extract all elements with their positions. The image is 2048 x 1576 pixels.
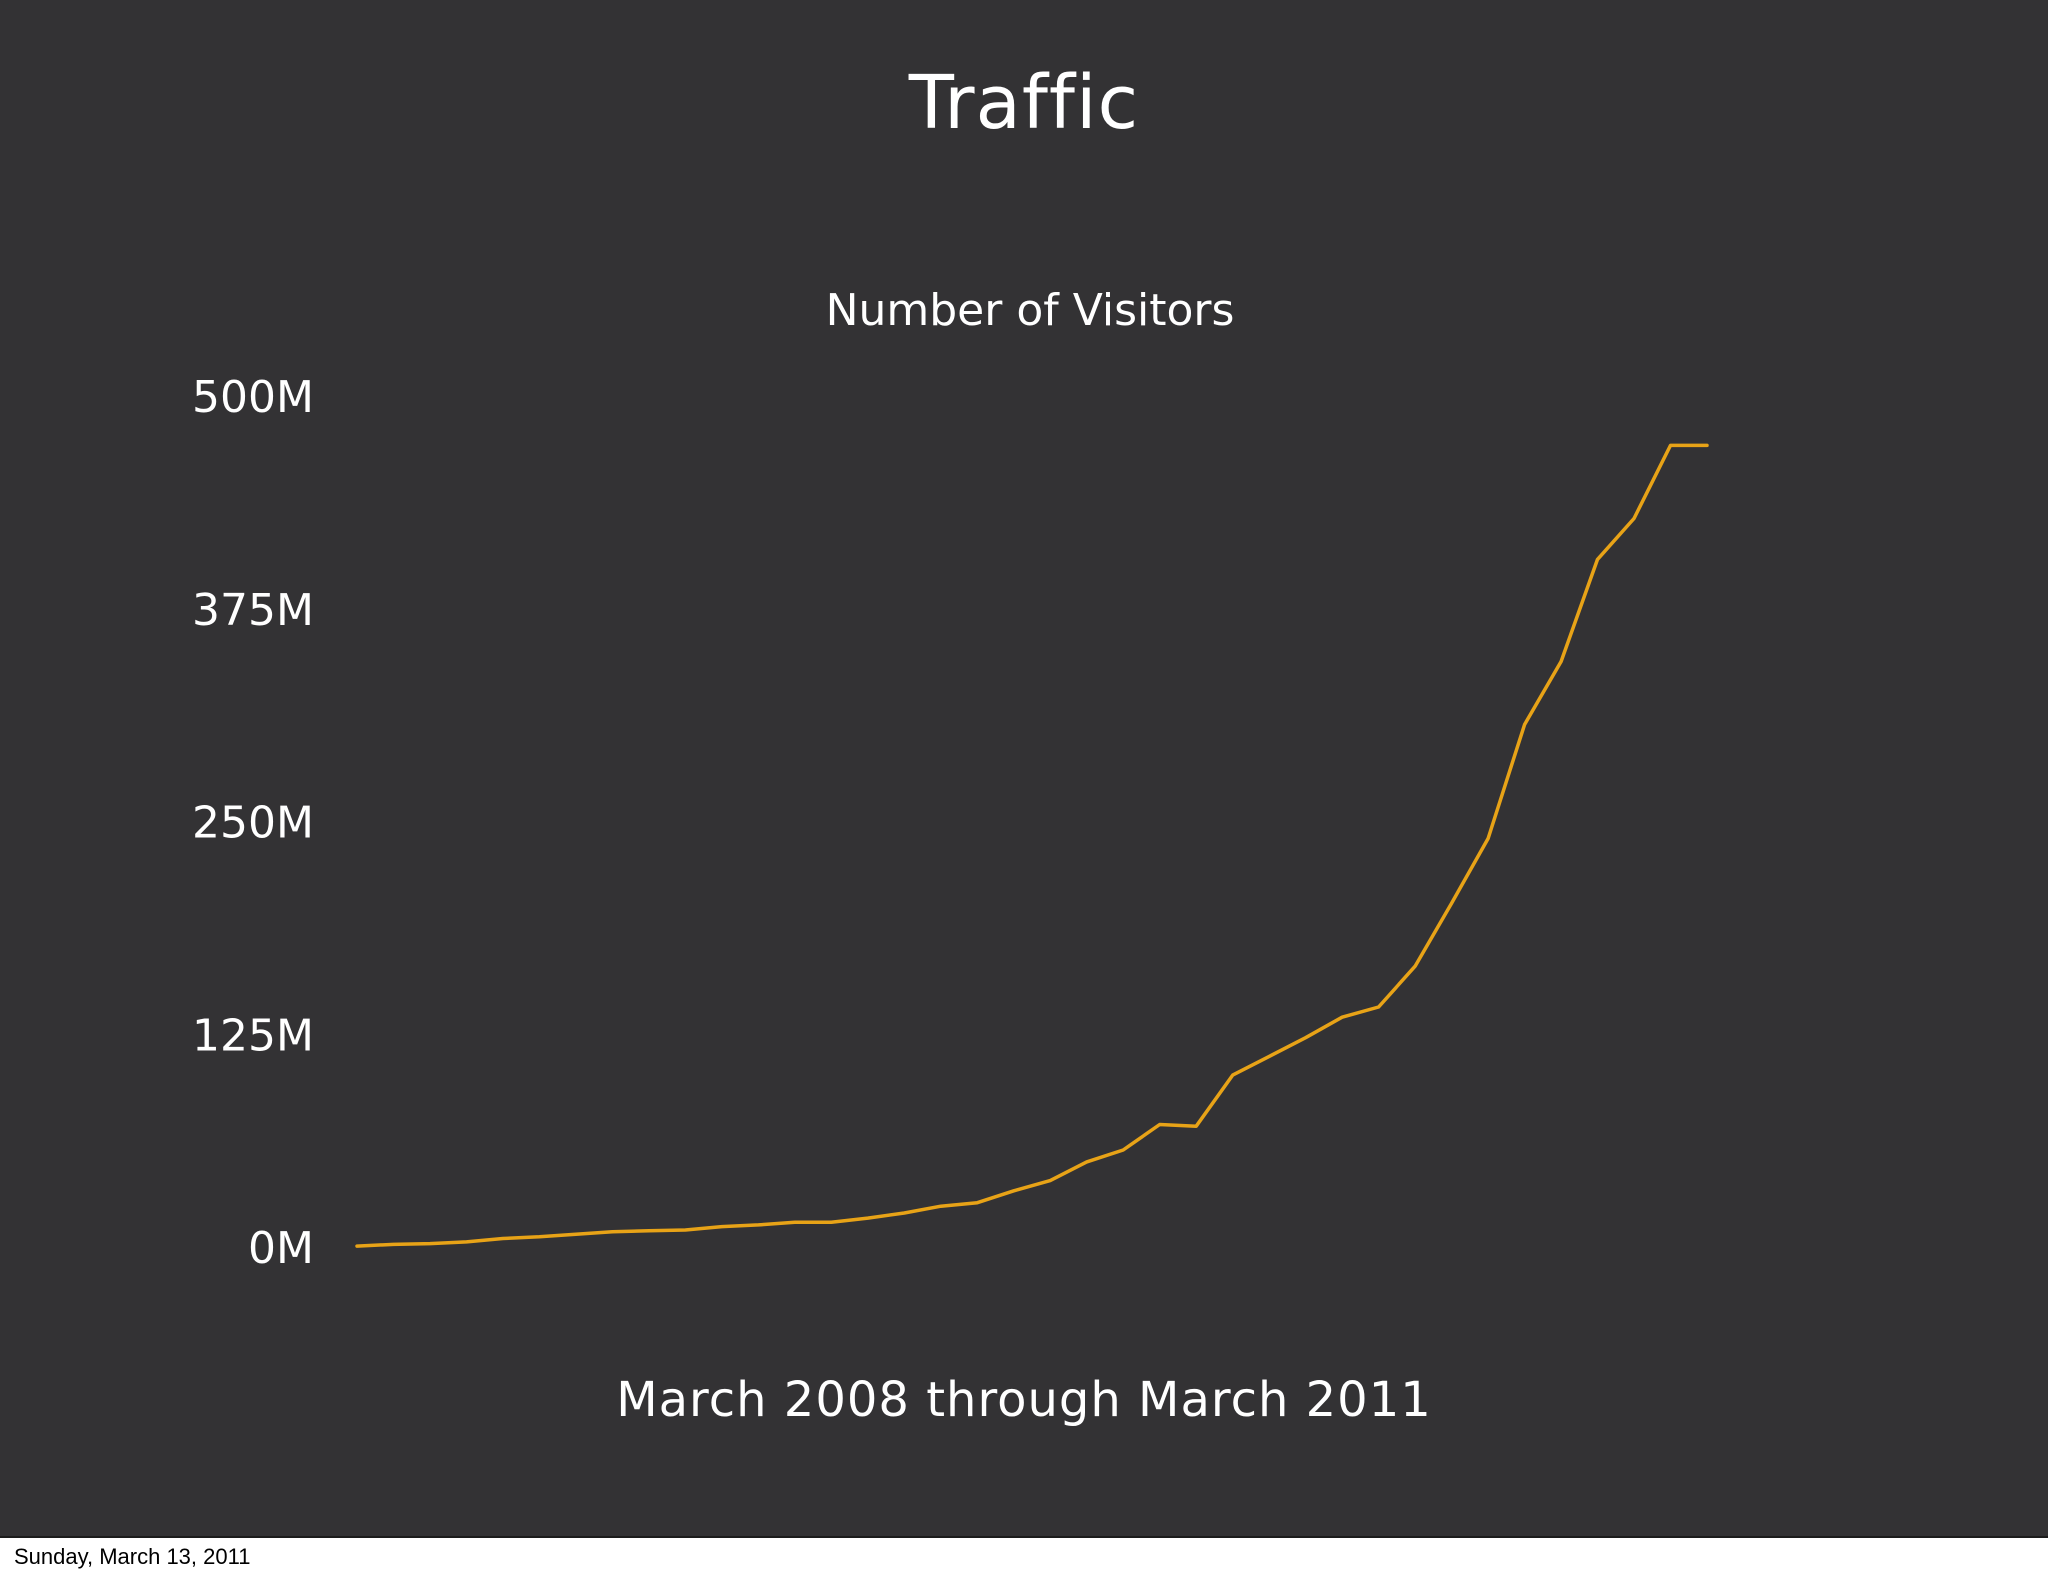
series-points: [355, 443, 1709, 1248]
chart: Number of Visitors 0M 125M 250M 375M 500M: [192, 285, 1709, 1274]
data-point: [1048, 1179, 1052, 1183]
data-point: [465, 1240, 469, 1244]
data-point: [1705, 443, 1709, 447]
data-point: [683, 1228, 687, 1232]
data-point: [756, 1223, 760, 1227]
series-line: [355, 443, 1709, 1248]
data-point: [1012, 1189, 1016, 1193]
data-point: [793, 1220, 797, 1224]
data-point: [975, 1201, 979, 1205]
data-point: [1085, 1160, 1089, 1164]
y-axis-ticks: 0M 125M 250M 375M 500M: [192, 372, 314, 1274]
data-point: [1304, 1036, 1308, 1040]
data-point: [1158, 1123, 1162, 1127]
data-point: [355, 1244, 359, 1248]
data-point: [829, 1220, 833, 1224]
data-point: [866, 1216, 870, 1220]
y-tick-label: 125M: [192, 1010, 314, 1061]
data-point: [1632, 517, 1636, 521]
data-point: [428, 1242, 432, 1246]
data-point: [1267, 1054, 1271, 1058]
data-point: [902, 1211, 906, 1215]
data-point: [1559, 660, 1563, 664]
y-tick-label: 0M: [248, 1223, 314, 1274]
data-point: [1523, 723, 1527, 727]
data-point: [1450, 901, 1454, 905]
data-point: [1596, 557, 1600, 561]
chart-title: Number of Visitors: [826, 285, 1235, 336]
y-tick-label: 375M: [192, 585, 314, 636]
data-point: [392, 1242, 396, 1246]
data-point: [1231, 1073, 1235, 1077]
y-tick-label: 250M: [192, 798, 314, 849]
data-point: [1194, 1124, 1198, 1128]
x-axis-label: March 2008 through March 2011: [616, 1372, 1432, 1428]
data-point: [537, 1235, 541, 1239]
data-point: [647, 1229, 651, 1233]
y-tick-label: 500M: [192, 372, 314, 423]
data-point: [1121, 1148, 1125, 1152]
data-point: [939, 1204, 943, 1208]
data-point: [574, 1232, 578, 1236]
data-point: [1669, 443, 1673, 447]
data-point: [1486, 837, 1490, 841]
data-point: [720, 1225, 724, 1229]
slide-title: Traffic: [908, 60, 1140, 146]
footer-date: Sunday, March 13, 2011: [14, 1544, 251, 1569]
data-point: [1377, 1005, 1381, 1009]
data-point: [610, 1230, 614, 1234]
data-point: [501, 1237, 505, 1241]
slide-background: Traffic Number of Visitors 0M 125M 250M 375…: [0, 0, 2048, 1538]
data-point: [1340, 1015, 1344, 1019]
data-point: [1413, 964, 1417, 968]
